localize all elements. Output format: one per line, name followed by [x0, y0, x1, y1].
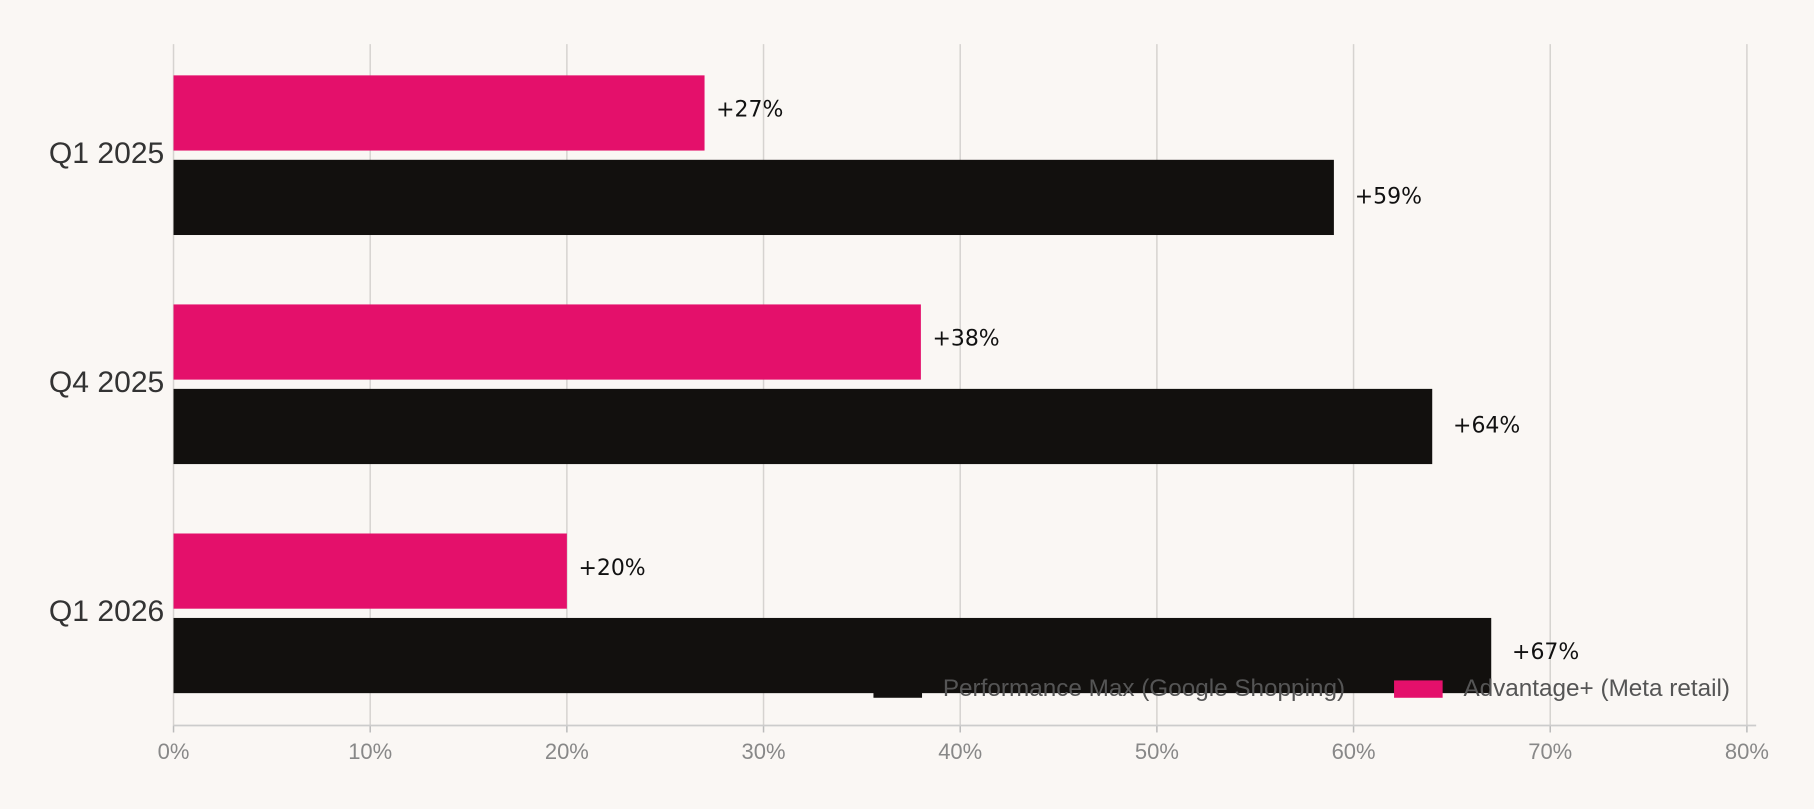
value-label: +20% — [578, 556, 645, 581]
value-label: +67% — [1512, 640, 1579, 665]
value-label: +59% — [1355, 184, 1422, 209]
x-tick-label: 30% — [742, 739, 786, 764]
value-label: +27% — [716, 98, 783, 123]
bar — [173, 304, 921, 380]
bar — [173, 75, 705, 151]
value-label: +64% — [1453, 413, 1520, 438]
bar — [173, 159, 1334, 236]
legend-label: Performance Max (Google Shopping) — [943, 675, 1345, 702]
x-tick-label: 70% — [1528, 739, 1572, 764]
bar — [173, 617, 1492, 694]
bar — [173, 533, 567, 609]
category-label: Q4 2025 — [49, 366, 164, 399]
x-tick-label: 50% — [1135, 739, 1179, 764]
x-tick-label: 0% — [158, 739, 190, 764]
x-tick-label: 20% — [545, 739, 589, 764]
category-label: Q1 2025 — [49, 137, 164, 170]
x-tick-label: 40% — [938, 739, 982, 764]
value-label: +38% — [932, 327, 999, 352]
x-tick-label: 60% — [1332, 739, 1376, 764]
x-tick-label: 10% — [348, 739, 392, 764]
legend-label: Advantage+ (Meta retail) — [1463, 675, 1730, 702]
legend-swatch — [1394, 680, 1443, 698]
bar — [173, 388, 1433, 465]
category-label: Q1 2026 — [49, 595, 164, 628]
legend-swatch — [873, 680, 923, 698]
x-tick-label: 80% — [1725, 739, 1769, 764]
